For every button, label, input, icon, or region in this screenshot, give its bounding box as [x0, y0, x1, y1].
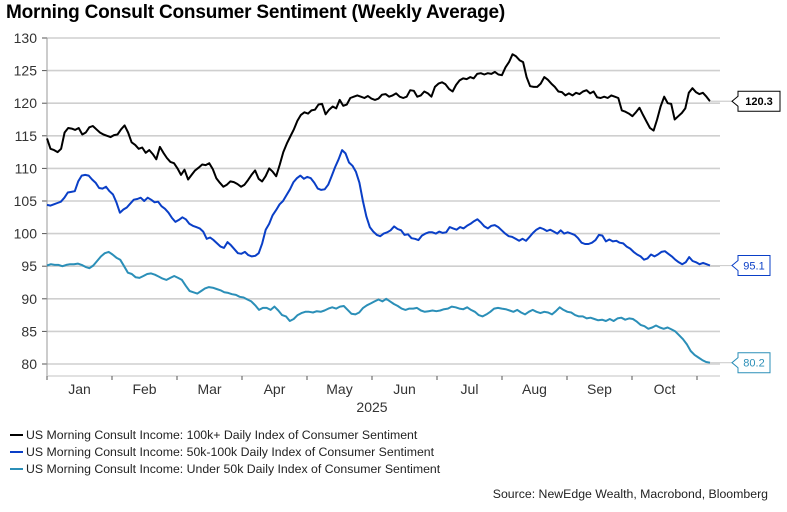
- series-under-50k-line: [46, 250, 711, 364]
- y-tick-label: 115: [15, 128, 38, 144]
- label-value: 95.1: [743, 261, 764, 273]
- line-chart: 80 85 90 95 100 105 110 115 120 125 130 Jan Feb Mar A…: [14, 30, 781, 415]
- y-tick-label: 110: [15, 160, 38, 176]
- last-value-labels: 120.3 95.1 80.2: [710, 90, 781, 374]
- x-tick-label: Mar: [197, 381, 221, 397]
- x-tick-label: Jan: [68, 381, 91, 397]
- legend-item-100k: US Morning Consult Income: 100k+ Daily I…: [10, 426, 440, 443]
- legend-item-under-50k: US Morning Consult Income: Under 50k Dai…: [10, 460, 440, 477]
- legend-swatch-50k-100k: [10, 450, 23, 453]
- x-tick-label: Feb: [132, 381, 156, 397]
- legend-swatch-100k: [10, 433, 23, 436]
- last-value-label-series-100k: 120.3: [710, 90, 781, 112]
- label-box: [731, 90, 781, 112]
- y-tick-label: 120: [14, 95, 38, 111]
- legend-label-under-50k: US Morning Consult Income: Under 50k Dai…: [26, 461, 441, 476]
- y-tick-label: 80: [21, 356, 37, 372]
- x-axis: Jan Feb Mar Apr May Jun Jul Aug Sep Oct 2025: [46, 375, 720, 415]
- series-100k-line: [46, 53, 711, 188]
- x-tick-label: Sep: [587, 381, 612, 397]
- y-tick-label: 85: [21, 323, 37, 339]
- legend-label-100k: US Morning Consult Income: 100k+ Daily I…: [26, 427, 418, 442]
- chart-title: Morning Consult Consumer Sentiment (Week…: [6, 2, 506, 23]
- last-value-label-series-50k-100k: 95.1: [710, 255, 771, 277]
- x-tick-label: Jun: [393, 381, 416, 397]
- legend-item-50k-100k: US Morning Consult Income: 50k-100k Dail…: [10, 443, 440, 460]
- y-tick-label: 100: [14, 226, 38, 242]
- y-axis: 80 85 90 95 100 105 110 115 120 125 130: [14, 30, 48, 376]
- last-value-label-series-under-50k: 80.2: [710, 352, 771, 374]
- label-box: [731, 255, 771, 277]
- series-lines: [46, 53, 711, 364]
- legend: US Morning Consult Income: 100k+ Daily I…: [10, 426, 440, 477]
- gridlines: [47, 37, 720, 365]
- source-note: Source: NewEdge Wealth, Macrobond, Bloom…: [492, 487, 768, 501]
- legend-label-50k-100k: US Morning Consult Income: 50k-100k Dail…: [26, 444, 435, 459]
- x-tick-label: Oct: [654, 381, 676, 397]
- x-year-label: 2025: [356, 399, 387, 415]
- x-tick-label: May: [326, 381, 352, 397]
- y-tick-label: 105: [14, 193, 38, 209]
- label-box: [731, 352, 771, 374]
- label-value: 120.3: [745, 96, 773, 108]
- y-tick-label: 130: [14, 30, 38, 46]
- series-50k-100k-line: [46, 149, 711, 267]
- legend-swatch-under-50k: [10, 467, 23, 470]
- x-tick-label: Apr: [264, 381, 286, 397]
- x-tick-label: Aug: [522, 381, 547, 397]
- x-tick-label: Jul: [461, 381, 479, 397]
- y-tick-label: 90: [21, 291, 37, 307]
- label-value: 80.2: [743, 358, 764, 370]
- y-tick-label: 125: [14, 63, 38, 79]
- y-tick-label: 95: [21, 258, 37, 274]
